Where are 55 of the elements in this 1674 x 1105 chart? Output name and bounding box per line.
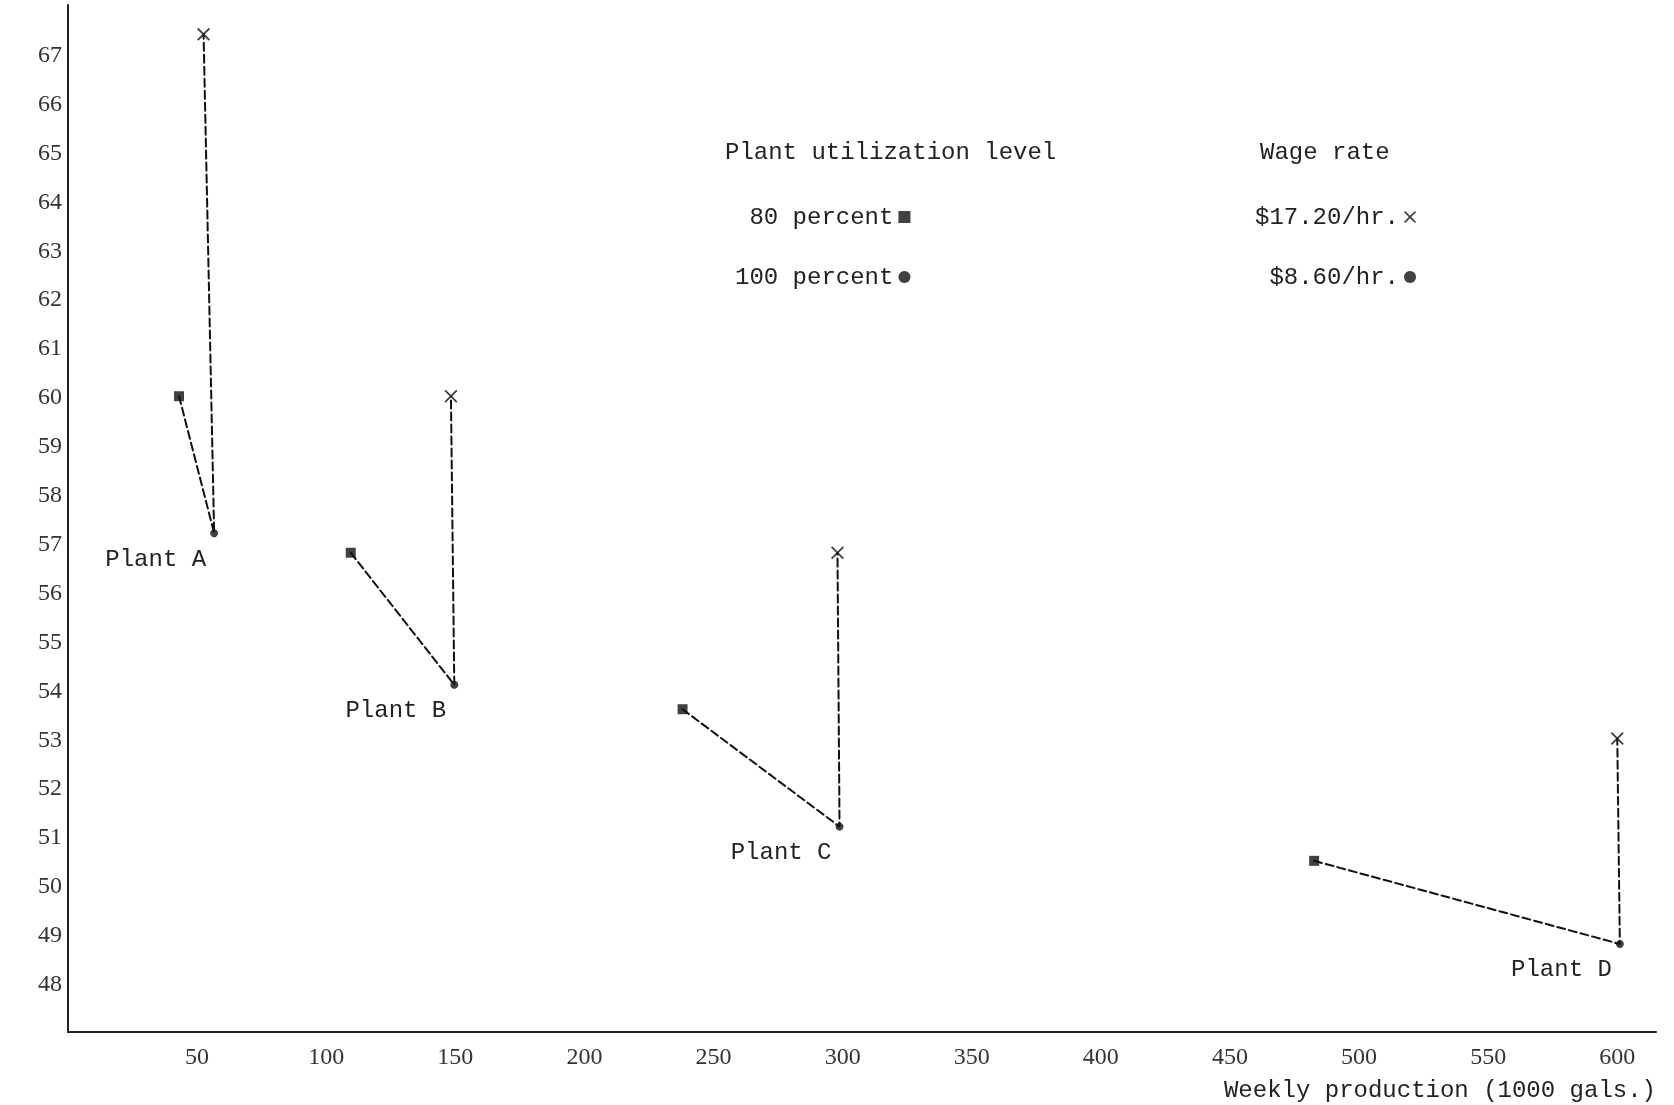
y-tick-label: 57 xyxy=(38,529,62,556)
y-tick-label: 55 xyxy=(38,627,62,654)
point xyxy=(835,822,844,831)
point xyxy=(444,389,458,403)
y-tick-label: 60 xyxy=(38,383,62,410)
legend-label: $8.60/hr. xyxy=(1269,263,1400,291)
x-tick-label: 50 xyxy=(185,1043,210,1069)
legend-label: $17.20/hr. xyxy=(1254,203,1400,231)
y-tick-label: 51 xyxy=(38,823,62,850)
y-tick-label: 52 xyxy=(38,774,62,801)
y-tick-label: 48 xyxy=(38,970,62,997)
x-tick-label: 450 xyxy=(1211,1043,1248,1069)
y-tick-label: 62 xyxy=(38,285,62,312)
y-tick-label: 49 xyxy=(38,921,62,948)
point xyxy=(1309,855,1320,866)
y-tick-label: 56 xyxy=(38,578,62,605)
y-tick-label: 66 xyxy=(38,89,62,116)
y-tick-label: 63 xyxy=(38,236,62,263)
y-tick-label: 64 xyxy=(38,187,62,214)
y-tick-label: 61 xyxy=(38,334,62,361)
y-tick-label: 50 xyxy=(38,872,62,899)
y-tick-label: 67 xyxy=(38,40,62,67)
x-tick-label: 350 xyxy=(953,1043,990,1069)
x-tick-label: 300 xyxy=(824,1043,861,1069)
x-tick-label: 100 xyxy=(308,1043,345,1069)
x-tick-label: 400 xyxy=(1082,1043,1119,1069)
point xyxy=(174,391,185,402)
annotation: Plant utilization level xyxy=(725,138,1057,166)
y-tick-label: 65 xyxy=(38,138,62,165)
point xyxy=(450,680,459,689)
x-tick-label: 150 xyxy=(437,1043,474,1069)
y-tick-label: 59 xyxy=(38,432,62,459)
point xyxy=(197,27,211,41)
x-tick-label: 200 xyxy=(566,1043,603,1069)
point xyxy=(345,547,356,558)
annotation: Wage rate xyxy=(1260,138,1390,166)
x-tick-label: 250 xyxy=(695,1043,732,1069)
point xyxy=(677,704,688,715)
y-tick-label: 58 xyxy=(38,481,62,508)
annotation: Plant C xyxy=(730,839,832,867)
x-tick-label: 500 xyxy=(1341,1043,1378,1069)
legend-label: 80 percent xyxy=(749,203,894,231)
point xyxy=(1615,939,1624,948)
point xyxy=(210,529,219,538)
x-tick-label: 550 xyxy=(1470,1043,1507,1069)
y-tick-label: 54 xyxy=(38,676,62,703)
annotation: Plant D xyxy=(1511,956,1612,984)
x-axis-title: Weekly production (1000 gals.) xyxy=(1223,1076,1656,1104)
annotation: Plant B xyxy=(345,697,447,725)
annotation: Plant A xyxy=(105,545,207,573)
x-tick-label: 600 xyxy=(1599,1043,1636,1069)
point xyxy=(1610,732,1624,746)
point xyxy=(830,546,844,560)
legend-label: 100 percent xyxy=(734,263,894,291)
y-tick-label: 53 xyxy=(38,725,62,752)
